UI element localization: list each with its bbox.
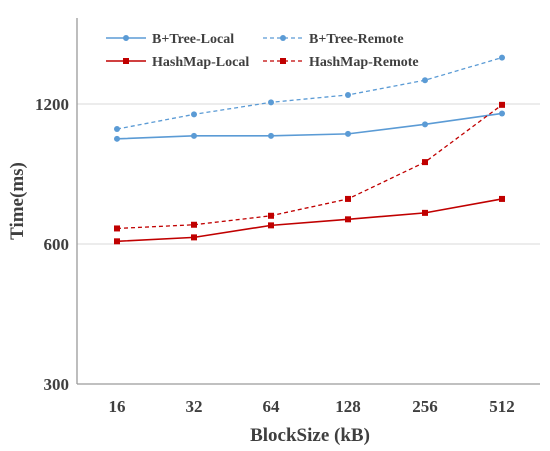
y-axis-title: Time(ms) <box>7 162 28 240</box>
data-point <box>422 121 428 128</box>
data-point <box>114 126 120 133</box>
series-hashmap-remote <box>114 101 505 232</box>
x-tick-label: 256 <box>412 397 438 416</box>
legend-marker <box>280 58 286 64</box>
y-tick-label: 600 <box>44 235 70 254</box>
series-line <box>116 56 503 130</box>
series-line <box>116 198 503 243</box>
data-point <box>268 222 274 229</box>
data-point <box>114 225 120 232</box>
data-point <box>422 159 428 166</box>
data-point <box>191 111 197 118</box>
data-point <box>268 99 274 106</box>
data-point <box>345 91 351 98</box>
x-tick-labels: 16 32 64 128 256 512 <box>109 397 515 416</box>
x-axis-title: BlockSize (kB) <box>250 425 370 446</box>
series-line <box>116 112 503 140</box>
data-point <box>499 101 505 108</box>
y-tick-labels: 300 600 1200 <box>35 95 69 394</box>
series-hashmap-local <box>114 195 505 245</box>
legend-marker <box>123 35 129 41</box>
data-point <box>422 77 428 84</box>
legend-marker <box>280 35 286 41</box>
series-b-tree-remote <box>114 54 505 133</box>
data-point <box>499 54 505 61</box>
legend-label: B+Tree-Local <box>152 32 234 47</box>
y-tick-label: 300 <box>44 375 70 394</box>
series-b-tree-local <box>114 110 505 142</box>
data-point <box>499 110 505 117</box>
legend-label: HashMap-Local <box>152 55 249 70</box>
x-tick-label: 512 <box>489 397 515 416</box>
legend: B+Tree-Local B+Tree-Remote HashMap-Local Ha… <box>106 32 419 70</box>
legend-item: B+Tree-Local <box>106 32 234 47</box>
legend-item: HashMap-Local <box>106 55 249 70</box>
x-tick-label: 64 <box>263 397 281 416</box>
data-point <box>268 212 274 219</box>
data-point <box>114 238 120 245</box>
x-tick-label: 16 <box>109 397 126 416</box>
data-point <box>191 132 197 139</box>
data-point <box>422 209 428 216</box>
data-point <box>268 132 274 139</box>
series-line <box>116 104 503 230</box>
gridlines <box>77 103 540 245</box>
x-tick-label: 128 <box>335 397 361 416</box>
data-point <box>114 135 120 142</box>
legend-marker <box>123 58 129 64</box>
series-layer <box>114 54 505 245</box>
x-tick-label: 32 <box>186 397 203 416</box>
data-point <box>345 195 351 202</box>
legend-label: HashMap-Remote <box>309 55 419 70</box>
data-point <box>191 234 197 241</box>
legend-label: B+Tree-Remote <box>309 32 404 47</box>
legend-item: HashMap-Remote <box>263 55 419 70</box>
data-point <box>345 216 351 223</box>
legend-item: B+Tree-Remote <box>263 32 404 47</box>
data-point <box>499 195 505 202</box>
data-point <box>345 130 351 137</box>
y-tick-label: 1200 <box>35 95 69 114</box>
data-point <box>191 221 197 228</box>
